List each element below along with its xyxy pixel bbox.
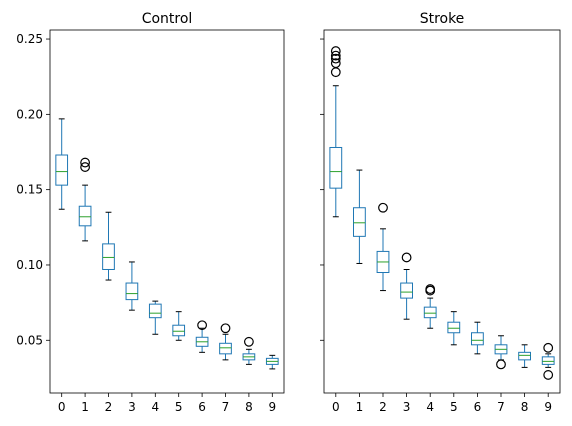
box-6 [195,320,209,353]
panel-title: Control [142,11,193,27]
x-tick-label: 9 [544,400,552,414]
flier-point [330,53,341,64]
axes-frame [49,29,285,394]
y-tick-label: 0.05 [16,333,43,347]
box-9 [265,354,279,370]
y-tick-label: 0.15 [16,183,43,197]
x-tick-label: 0 [332,400,340,414]
x-tick-label: 5 [175,400,183,414]
panel-stroke: Stroke 0 1 2 3 4 5 6 7 8 9 [320,11,561,414]
y-tick-label: 0.25 [16,32,43,46]
x-tick-label: 4 [426,400,434,414]
box-iqr [518,351,532,361]
flier-point [330,58,341,69]
box-5 [172,311,186,341]
box-iqr [148,303,162,319]
x-tick-label: 9 [268,400,276,414]
box-iqr [78,205,92,227]
box-iqr [329,146,343,189]
y-tick-label: 0.10 [16,258,43,272]
box-iqr [102,243,115,270]
panel-control: Control 0.05 0.10 0.15 0.20 0.25 0 1 2 3 4 5 6 7 8 9 [16,11,285,414]
x-tick-label: 3 [403,400,411,414]
box-6 [471,321,484,355]
flier-point [543,342,554,353]
x-tick-label: 1 [81,400,89,414]
box-8 [242,336,256,365]
x-tick-label: 8 [245,400,253,414]
box-1 [78,157,92,242]
box-iqr [219,342,232,355]
box-3 [125,261,139,311]
axes-frame [323,29,561,394]
box-1 [353,169,366,264]
box-iqr [55,154,69,186]
box-8 [518,344,532,368]
box-7 [219,323,232,361]
box-iqr [172,324,186,337]
box-iqr [541,356,555,365]
box-iqr [423,306,437,319]
flier-point [401,252,412,263]
x-tick-label: 0 [58,400,66,414]
flier-point [496,359,506,370]
box-iqr [353,207,366,237]
box-0 [329,46,343,218]
flier-point [330,67,341,78]
box-3 [400,252,414,320]
x-tick-label: 4 [151,400,159,414]
x-tick-label: 2 [379,400,387,414]
x-tick-label: 5 [450,400,458,414]
flier-point [330,46,341,56]
box-5 [447,311,461,346]
box-7 [494,335,508,370]
box-2 [102,211,115,281]
box-iqr [447,321,461,334]
flier-point [543,370,554,380]
panel-title: Stroke [420,11,465,27]
x-tick-label: 6 [474,400,482,414]
x-tick-label: 7 [222,400,230,414]
box-9 [541,342,555,380]
flier-point [378,202,388,213]
x-tick-label: 8 [521,400,529,414]
flier-point [330,50,341,61]
x-tick-label: 6 [198,400,206,414]
x-tick-label: 2 [105,400,113,414]
box-2 [376,202,390,292]
flier-point [80,162,90,172]
x-tick-label: 7 [497,400,505,414]
box-0 [55,118,69,210]
x-tick-label: 3 [128,400,136,414]
box-iqr [471,332,484,346]
box-4 [148,300,162,335]
box-iqr [125,282,139,301]
y-tick-label: 0.20 [16,107,43,121]
flier-point [80,157,90,168]
box-4 [423,284,437,329]
box-iqr [400,282,414,299]
flier-point [425,284,436,294]
flier-point [197,320,208,331]
flier-point [243,336,254,347]
flier-point [220,323,231,334]
x-tick-label: 1 [356,400,364,414]
